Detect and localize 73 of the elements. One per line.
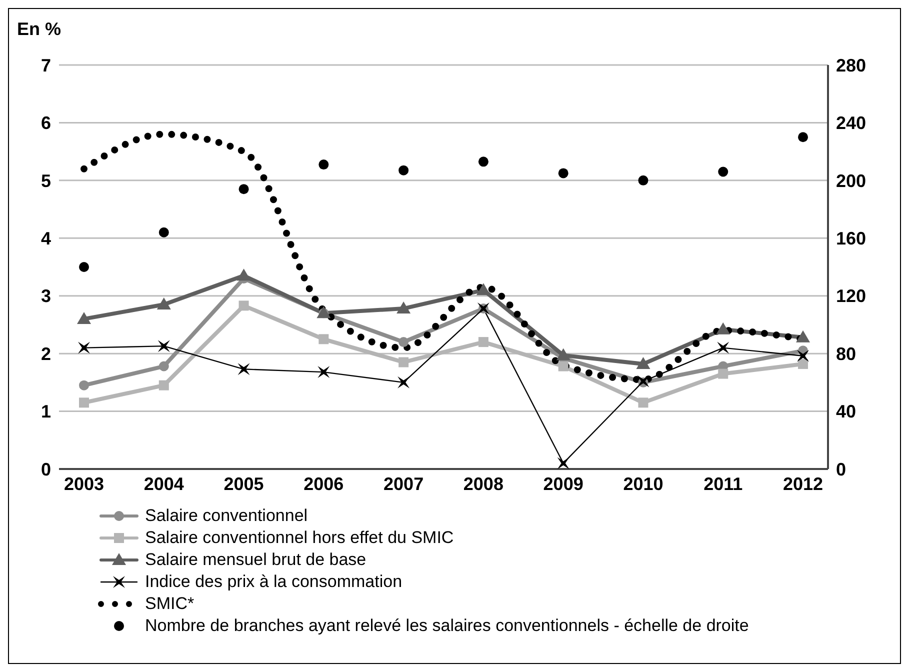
y-tick-label: 4 (40, 228, 51, 249)
point (636, 356, 650, 369)
point (79, 398, 89, 408)
point (158, 227, 169, 238)
legend-label: Nombre de branches ayant relevé les salaires conventionnels - échelle de droite (145, 615, 749, 637)
point (78, 342, 90, 354)
y-tick-label: 3 (40, 286, 51, 306)
point (796, 330, 810, 342)
x-tick-label: 2012 (782, 474, 824, 494)
point (158, 380, 169, 390)
point (238, 184, 249, 194)
point (318, 334, 329, 344)
legend-label: Salaire conventionnel hors effet du SMIC (145, 527, 454, 549)
y-tick-label: 6 (40, 113, 51, 134)
point (79, 380, 89, 390)
x-tick-label: 2005 (224, 474, 264, 494)
point (558, 168, 568, 178)
x-tick-label: 2003 (64, 474, 104, 494)
point (158, 361, 169, 372)
y2-tick-label: 120 (836, 286, 866, 306)
y-tick-label: 2 (40, 344, 51, 364)
point (718, 368, 728, 379)
legend-label: Salaire conventionnel (145, 505, 308, 527)
point (716, 322, 730, 334)
point (156, 298, 171, 310)
point (238, 363, 250, 376)
point (238, 300, 249, 311)
point (398, 165, 409, 176)
x-tick-label: 2009 (543, 474, 584, 494)
point (556, 348, 570, 360)
y-axis-title: En % (17, 19, 62, 40)
x-tick-label: 2011 (704, 474, 743, 494)
point (798, 132, 808, 142)
x-tick-label: 2008 (463, 474, 504, 494)
legend-label: Indice des prix à la consommation (145, 571, 402, 593)
x-tick-label: 2004 (144, 474, 184, 494)
point (398, 337, 409, 348)
point (398, 357, 409, 368)
point (638, 398, 648, 408)
point (398, 376, 410, 388)
y-tick-label: 5 (40, 170, 51, 191)
point (318, 366, 330, 378)
point (718, 166, 728, 177)
y-tick-label: 0 (40, 459, 51, 480)
y2-tick-label: 280 (836, 55, 866, 76)
point (79, 262, 89, 272)
legend-label: Salaire mensuel brut de base (145, 549, 366, 571)
point (638, 175, 648, 186)
y2-tick-label: 0 (836, 459, 846, 480)
y2-tick-label: 40 (836, 402, 856, 422)
point (318, 160, 329, 170)
point (158, 340, 170, 352)
x-tick-label: 2007 (384, 474, 424, 494)
y-tick-label: 7 (40, 55, 51, 76)
point (717, 342, 730, 354)
y2-tick-label: 160 (836, 228, 866, 249)
point (558, 361, 568, 372)
point (557, 457, 570, 469)
point (797, 350, 809, 362)
point (396, 302, 411, 314)
y2-tick-label: 200 (836, 170, 866, 191)
point (236, 268, 251, 281)
y2-tick-label: 80 (836, 344, 856, 364)
x-tick-label: 2006 (304, 474, 344, 494)
point (77, 312, 91, 324)
point (476, 283, 490, 296)
x-tick-label: 2010 (623, 474, 664, 494)
point (478, 337, 488, 348)
point (798, 358, 808, 369)
point (478, 156, 488, 167)
legend-label: SMIC* (145, 593, 194, 615)
y-tick-label: 1 (40, 402, 51, 422)
y2-tick-label: 240 (836, 113, 866, 134)
